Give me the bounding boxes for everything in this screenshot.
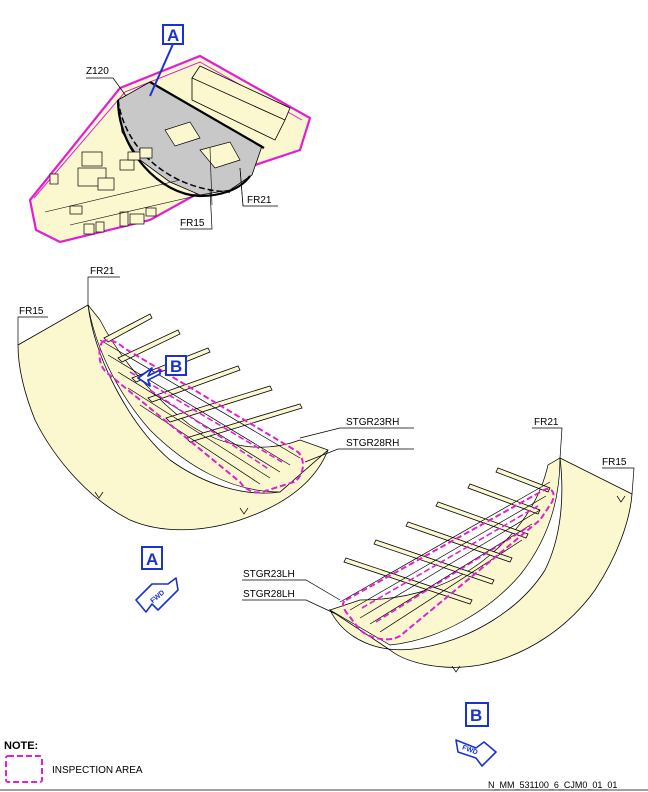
fr21-label-a: FR21 [90,266,115,277]
view-b-inspection-area [342,488,555,641]
view-a-skin [17,304,329,531]
view-b-notches [451,495,626,673]
fr21-leader-top [239,167,278,207]
stgr23rh-leader [299,427,414,439]
fwd-arrow-b [455,739,497,767]
view-b-marker: B FWD [455,702,497,767]
callout-b-a: B [170,357,182,376]
fr15-leader-a [17,316,48,345]
view-a-title-box [141,546,163,570]
view-b-skin [328,457,633,668]
view-b-stringers [339,481,551,633]
view-a-inspection-area [98,339,304,494]
stgr23lh-leader [242,579,341,601]
callout-a-top: A [167,26,179,45]
view-a-panel: FR21 FR15 STGR23RH STGR28RH B [17,266,414,531]
section-frame-dashed [117,99,231,193]
fr15-label-a: FR15 [19,306,44,317]
stgr28lh-label: STGR28LH [243,589,295,600]
fr15-label-b: FR15 [602,457,627,468]
internal-structure [49,121,241,235]
stgr23lh-label: STGR23LH [243,569,295,580]
view-b-title-box [465,702,489,727]
stgr23rh-label: STGR23RH [346,417,399,428]
fr15-leader-b [602,467,635,495]
note-legend: NOTE: INSPECTION AREA [4,740,143,783]
fr15-label-top: FR15 [180,218,205,229]
stgr28lh-leader [242,599,337,615]
view-b-frames [343,467,551,605]
fuselage-overview: Z120 A FR21 FR15 [28,24,312,244]
section-frame-bold [116,81,265,198]
note-title: NOTE: [4,740,38,752]
fr21-label-b: FR21 [534,417,559,428]
belly-frame-lines [44,147,244,226]
view-b-panel: FR21 FR15 STGR23LH STGR28LH [242,417,635,673]
fr21-leader-a [87,276,120,305]
stgr28rh-label: STGR28RH [346,438,399,449]
legend-text: INSPECTION AREA [52,765,143,776]
view-b-inspection-inner [361,505,539,623]
view-a-title: A [146,550,158,569]
figure-id: N_MM_531100_6_CJM0_01_01 [488,780,617,790]
callout-b-box-a [165,355,187,376]
view-b-direction-arrow [137,367,161,387]
stgr28rh-leader [304,448,414,463]
fr15-leader-top [180,189,213,230]
fwd-arrow-a [135,577,179,613]
view-a-marker: A FWD [135,546,179,613]
equipment-box [191,65,291,141]
view-b-title: B [470,706,482,725]
fr21-leader-b [532,427,563,459]
view-a-notches [94,491,249,515]
legend-swatch [5,755,43,783]
view-a-inspection-inner [129,371,283,471]
zone-label: Z120 [86,66,109,77]
callout-a-leader [149,43,174,97]
fr21-label-top: FR21 [247,195,272,206]
zone-leader [86,77,127,97]
